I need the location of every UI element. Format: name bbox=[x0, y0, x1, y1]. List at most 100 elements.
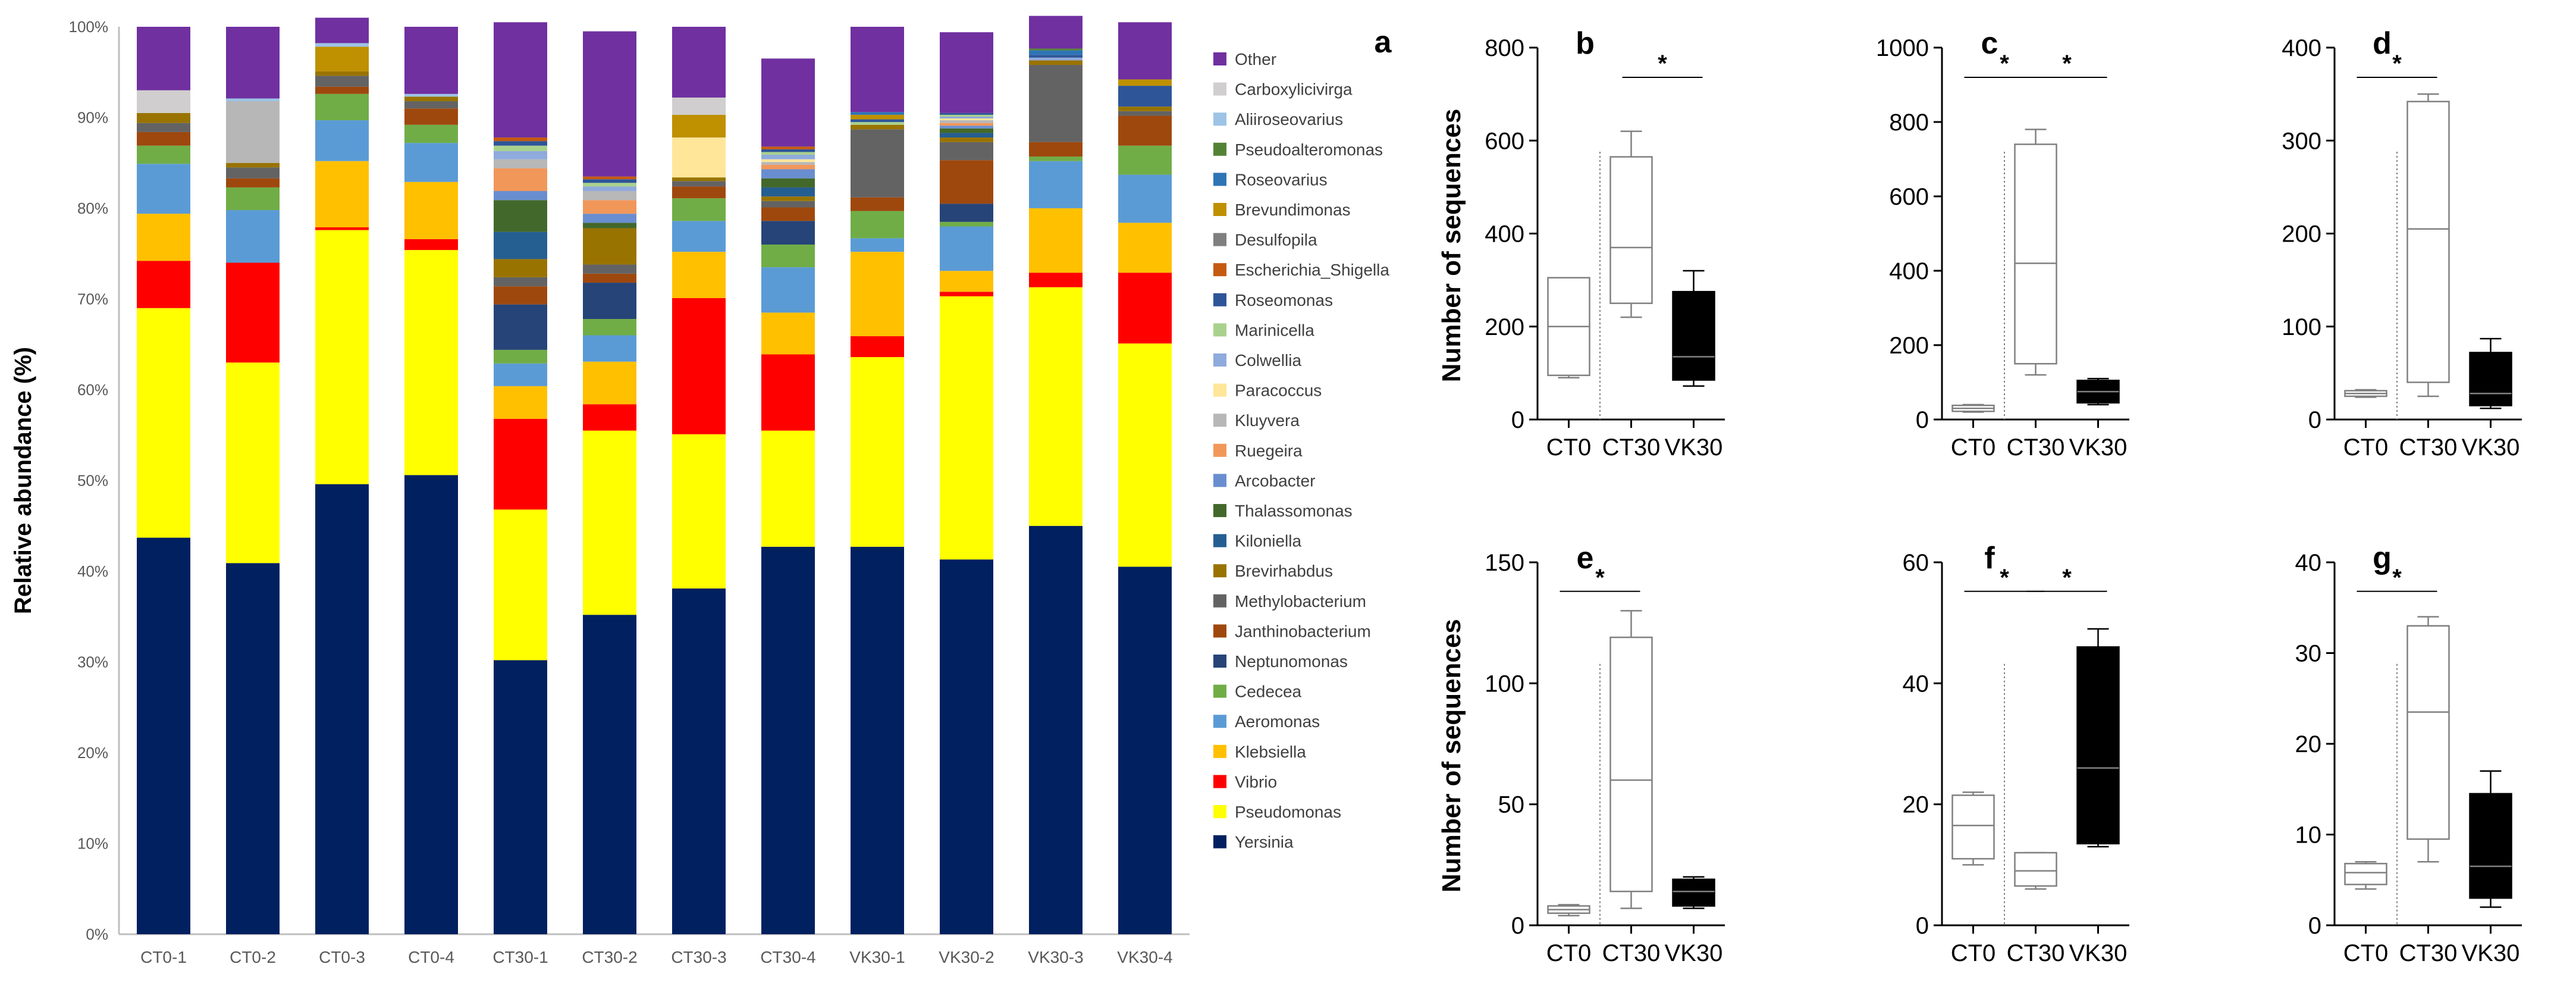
x-tick-label: VK30-2 bbox=[939, 948, 994, 966]
x-tick-label: VK30-4 bbox=[1117, 948, 1172, 966]
bar-segment-other bbox=[494, 22, 547, 138]
bar-segment-janthinobacterium bbox=[137, 132, 190, 146]
legend-swatch bbox=[1213, 173, 1226, 186]
y-tick-label: 0 bbox=[2308, 913, 2321, 939]
bar-segment-aeromonas bbox=[404, 143, 458, 182]
legend-label: Marinicella bbox=[1235, 321, 1314, 339]
box-plot-e: 0 50 100 150 CT0 CT30 VK30 * Number of sequences… bbox=[1437, 541, 1725, 966]
bar-segment-methylobacterium bbox=[851, 129, 904, 198]
bar-segment-pseudoalteromonas bbox=[1029, 48, 1083, 51]
legend-label: Aeromonas bbox=[1235, 712, 1320, 731]
bar-segment-methylobacterium bbox=[940, 142, 993, 161]
bar-segment-pseudomonas bbox=[583, 430, 636, 615]
bar-segment-brevirhabdus bbox=[494, 259, 547, 277]
bar-segment-neptunomonas bbox=[761, 221, 815, 245]
bar-segment-kluyvera bbox=[226, 101, 280, 163]
legend-swatch bbox=[1213, 534, 1226, 547]
bar-segment-colwellia bbox=[583, 186, 636, 192]
bar-segment-kiloniella bbox=[940, 133, 993, 138]
x-tick-label: VK30 bbox=[2462, 434, 2520, 461]
bar-segment-methylobacterium bbox=[137, 123, 190, 132]
bar-segment-brevundimonas bbox=[851, 114, 904, 120]
y-tick-label: 40 bbox=[1903, 671, 1929, 697]
bar-segment-neptunomonas bbox=[494, 304, 547, 350]
bar-segment-pseudomonas bbox=[1118, 343, 1172, 567]
x-tick-label: CT0-3 bbox=[319, 948, 365, 966]
bar-segment-neptunomonas bbox=[583, 283, 636, 320]
bar-segment-aeromonas bbox=[583, 335, 636, 362]
legend-swatch bbox=[1213, 82, 1226, 96]
y-tick-label: 50 bbox=[1498, 792, 1525, 818]
bar-segment-klebsiella bbox=[851, 252, 904, 337]
bar-segment-kiloniella bbox=[761, 187, 815, 197]
bar-segment-other bbox=[1118, 22, 1172, 80]
y-tick-label: 60 bbox=[1903, 550, 1929, 576]
bar-segment-roseomonas bbox=[851, 119, 904, 123]
box bbox=[2406, 625, 2450, 840]
significance-star: * bbox=[2392, 51, 2402, 77]
x-tick-label: CT0 bbox=[1546, 940, 1592, 966]
legend-label: Vibrio bbox=[1235, 772, 1277, 791]
legend-label: Cedecea bbox=[1235, 683, 1302, 701]
x-tick-label: CT30 bbox=[2399, 940, 2458, 966]
legend-label: Brevirhabdus bbox=[1235, 562, 1333, 580]
significance-star: * bbox=[2062, 51, 2072, 77]
box-plot-d: 0 100 200 300 400 CT0 CT30 VK30 *d bbox=[2282, 26, 2522, 461]
y-tick-label: 40% bbox=[77, 562, 108, 580]
y-tick-label: 600 bbox=[1889, 184, 1929, 210]
bar-segment-brevundimonas bbox=[672, 114, 726, 138]
bar-segment-methylobacterium bbox=[672, 181, 726, 187]
y-tick-label: 0 bbox=[2308, 407, 2321, 433]
bar-segment-vibrio bbox=[583, 404, 636, 431]
bar-segment-aeromonas bbox=[1118, 174, 1172, 223]
bar-segment-vibrio bbox=[137, 261, 190, 308]
bar-segment-pseudomonas bbox=[226, 362, 280, 564]
bar-segment-marinicella bbox=[761, 152, 815, 155]
legend-swatch bbox=[1213, 564, 1226, 578]
bar-segment-marinicella bbox=[851, 122, 904, 125]
bar-segment-klebsiella bbox=[672, 252, 726, 298]
bar-segment-vibrio bbox=[226, 262, 280, 363]
y-tick-label: 10% bbox=[77, 835, 108, 853]
bar-segment-cedecea bbox=[137, 145, 190, 164]
legend-label: Carboxylicivirga bbox=[1235, 80, 1353, 99]
legend-swatch bbox=[1213, 715, 1226, 728]
bar-segment-pseudomonas bbox=[672, 434, 726, 589]
bar-segment-yersinia bbox=[137, 537, 190, 934]
bar-segment-roseovarius bbox=[851, 112, 904, 115]
bar-segment-roseovarius bbox=[1029, 50, 1083, 55]
bar-segment-vibrio bbox=[315, 227, 369, 230]
box bbox=[2014, 143, 2057, 365]
bar-segment-escherichia-shigella bbox=[761, 146, 815, 149]
x-tick-label: CT30 bbox=[2007, 940, 2065, 966]
panel-label: e bbox=[1577, 541, 1594, 575]
bar-segment-brevirhabdus bbox=[404, 96, 458, 102]
x-tick-label: CT30-2 bbox=[582, 948, 637, 966]
legend-swatch bbox=[1213, 383, 1226, 397]
x-tick-label: CT0 bbox=[1951, 940, 1996, 966]
bar-segment-thalassomonas bbox=[494, 200, 547, 232]
box bbox=[2014, 852, 2057, 887]
y-tick-label: 0 bbox=[1916, 913, 1929, 939]
x-tick-label: VK30 bbox=[1665, 434, 1723, 461]
significance-star: * bbox=[1595, 565, 1605, 591]
bar-segment-escherichia-shigella bbox=[494, 137, 547, 142]
bar-segment-aliiroseovarius bbox=[315, 43, 369, 47]
bar-segment-aliiroseovarius bbox=[404, 93, 458, 97]
bar-segment-cedecea bbox=[315, 93, 369, 121]
bar-segment-cedecea bbox=[672, 198, 726, 221]
bar-segment-cedecea bbox=[940, 221, 993, 227]
legend-label: Desulfopila bbox=[1235, 231, 1317, 249]
bar-segment-methylobacterium bbox=[1029, 65, 1083, 142]
box-plot-g: 0 10 20 30 40 CT0 CT30 VK30 *g bbox=[2295, 541, 2522, 966]
bar-segment-cedecea bbox=[851, 211, 904, 239]
box bbox=[1609, 636, 1653, 893]
bar-segment-cedecea bbox=[761, 245, 815, 268]
bar-segment-kiloniella bbox=[494, 231, 547, 259]
bar-segment-yersinia bbox=[315, 484, 369, 934]
bar-segment-kluyvera bbox=[940, 120, 993, 123]
bar-segment-cedecea bbox=[226, 187, 280, 211]
y-tick-label: 150 bbox=[1485, 550, 1524, 576]
bar-segment-marinicella bbox=[494, 145, 547, 151]
